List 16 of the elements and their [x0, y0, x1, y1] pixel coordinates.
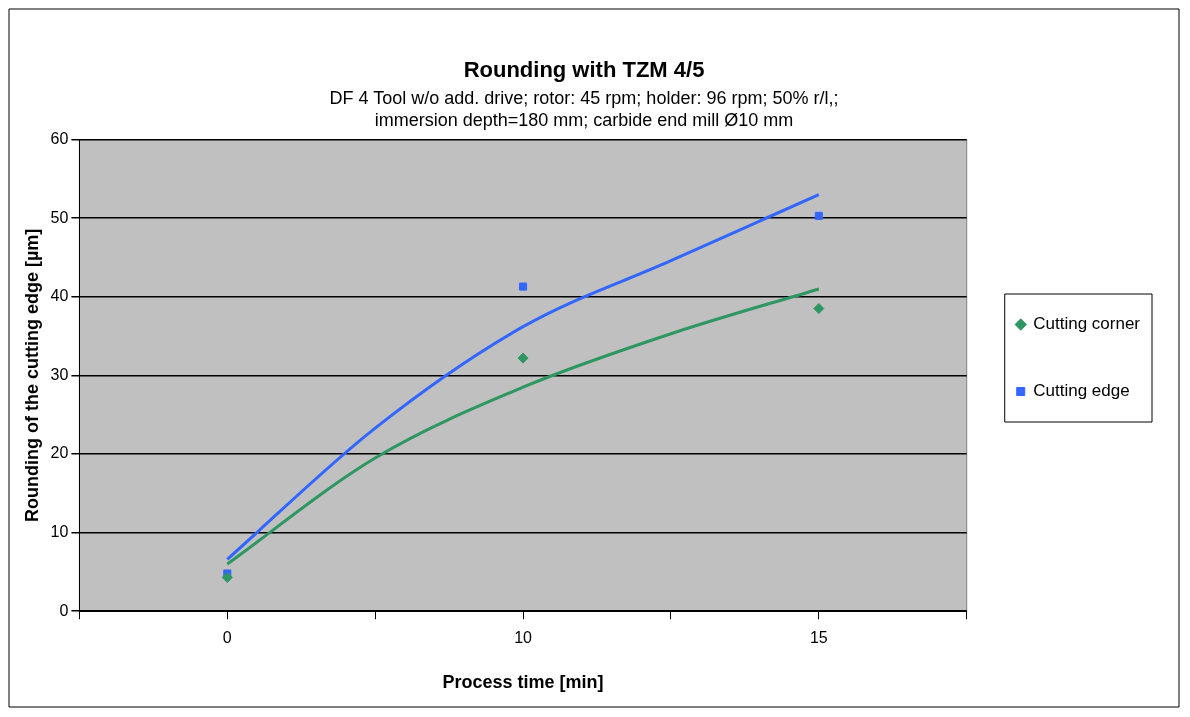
y-tick-label: 30 — [50, 365, 69, 383]
x-axis-title: Process time [min] — [442, 672, 604, 693]
y-tick-label: 50 — [50, 208, 69, 226]
x-tick-label: 15 — [809, 629, 828, 647]
x-tick-label: 0 — [222, 629, 232, 647]
legend-label: Cutting edge — [1033, 381, 1130, 401]
x-tick-label: 10 — [514, 629, 533, 647]
legend-label: Cutting corner — [1033, 314, 1141, 334]
y-tick-label: 20 — [50, 444, 69, 462]
y-axis-title: Rounding of the cutting edge [µm] — [21, 228, 42, 523]
y-tick-label: 60 — [50, 130, 69, 148]
chart-subtitle: DF 4 Tool w/o add. drive; rotor: 45 rpm; holder: 96 rpm; 50% r/l,; immersion depth=180 mm; carbide end mill Ø10 mm — [329, 88, 839, 130]
y-tick-label: 40 — [50, 287, 69, 305]
y-tick-label: 10 — [50, 523, 69, 541]
y-tick-label: 0 — [59, 601, 69, 619]
chart-title: Rounding with TZM 4/5 — [463, 57, 705, 83]
